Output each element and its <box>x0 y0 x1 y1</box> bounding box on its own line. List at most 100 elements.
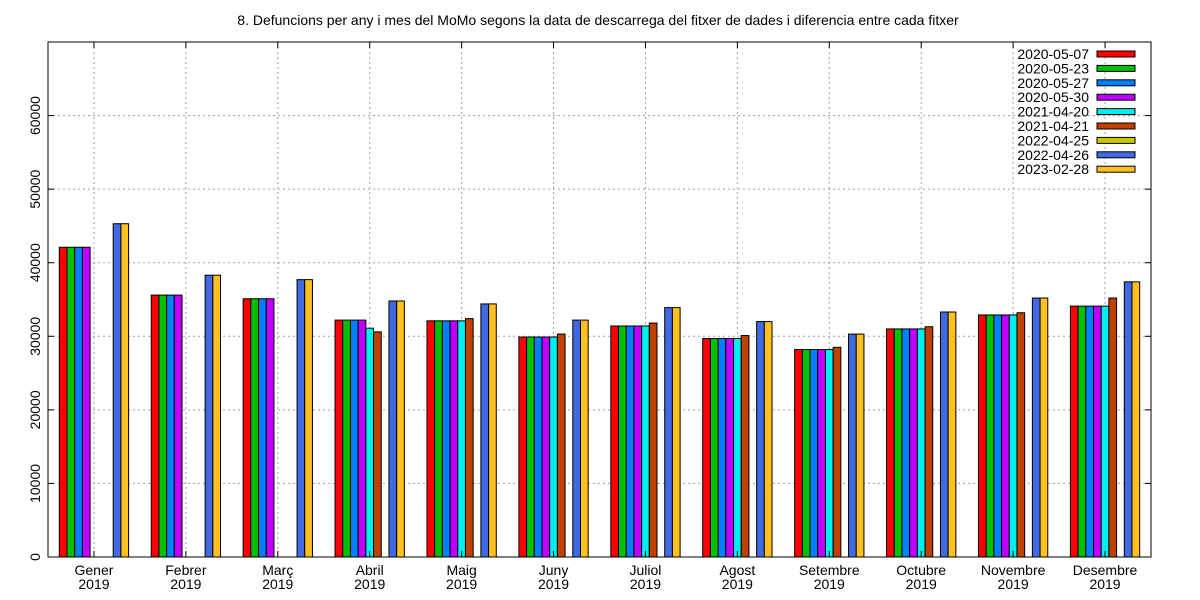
bar <box>939 311 949 558</box>
x-tick-label-year: 2019 <box>998 576 1029 592</box>
bar <box>120 223 130 558</box>
bar <box>373 331 382 558</box>
bar <box>733 337 742 558</box>
bar <box>66 246 76 558</box>
y-tick-label: 20000 <box>27 390 43 429</box>
x-tick-label: Març <box>262 562 293 578</box>
bar <box>1001 314 1010 558</box>
bar <box>1069 305 1079 558</box>
x-tick-label-year: 2019 <box>906 576 937 592</box>
bar <box>549 336 558 558</box>
bar <box>832 346 842 558</box>
plot-border <box>47 41 1152 558</box>
bar <box>572 319 581 558</box>
y-tick-label: 30000 <box>27 317 43 356</box>
legend-label: 2020-05-27 <box>1017 75 1089 91</box>
x-tick-label: Abril <box>356 562 384 578</box>
bar <box>533 336 543 558</box>
bars <box>58 223 1141 558</box>
x-tick-label: Setembre <box>799 562 860 578</box>
x-tick-label-year: 2019 <box>722 576 753 592</box>
bar <box>985 314 995 558</box>
bar <box>296 279 306 558</box>
bar <box>1016 312 1026 558</box>
bar <box>947 311 957 558</box>
bar <box>166 294 175 558</box>
legend-swatch <box>1096 50 1136 58</box>
bar <box>1085 305 1094 558</box>
bar <box>725 337 735 558</box>
bar <box>518 336 528 558</box>
bar <box>265 298 275 558</box>
legend-swatch <box>1096 64 1136 72</box>
bar <box>1008 314 1018 558</box>
bar <box>173 294 183 558</box>
bar <box>648 322 658 558</box>
bar <box>488 303 497 558</box>
bar <box>1108 297 1118 558</box>
bar <box>250 298 260 558</box>
bar <box>855 333 865 558</box>
x-tick-label-year: 2019 <box>78 576 109 592</box>
x-tick-label: Gener <box>74 562 113 578</box>
legend-label: 2020-05-07 <box>1017 46 1089 62</box>
legend-swatch <box>1096 151 1136 159</box>
bar <box>541 336 551 558</box>
y-tick-label: 0 <box>27 553 43 561</box>
x-tick-label-year: 2019 <box>538 576 569 592</box>
bar <box>357 319 367 558</box>
bar <box>610 325 620 558</box>
bar <box>702 337 711 558</box>
y-tick-label: 40000 <box>27 243 43 282</box>
x-tick-label: Desembre <box>1073 562 1138 578</box>
bar <box>258 298 267 558</box>
bar <box>1031 297 1041 558</box>
legend-swatch <box>1096 122 1136 130</box>
bar <box>817 349 826 558</box>
bar <box>886 328 895 558</box>
bar <box>717 337 727 558</box>
bar <box>334 319 344 558</box>
bar <box>671 307 681 558</box>
bar <box>242 298 252 558</box>
x-tick-label: Febrer <box>165 562 207 578</box>
legend-label: 2022-04-25 <box>1017 132 1089 148</box>
bar <box>993 314 1003 558</box>
bar <box>1123 281 1133 558</box>
bar <box>909 328 918 558</box>
bar <box>81 246 91 558</box>
bar <box>441 320 451 558</box>
bar <box>664 307 673 558</box>
bar <box>464 318 474 558</box>
bar <box>1092 305 1102 558</box>
bar <box>641 325 650 558</box>
bar <box>426 320 436 558</box>
x-tick-label-year: 2019 <box>814 576 845 592</box>
bar <box>893 328 903 558</box>
bar <box>434 320 443 558</box>
bar <box>204 274 214 558</box>
x-tick-label-year: 2019 <box>354 576 385 592</box>
bar <box>342 319 351 558</box>
legend-swatch <box>1096 93 1136 101</box>
y-tick-label: 10000 <box>27 464 43 503</box>
bar <box>801 349 811 558</box>
legend-label: 2021-04-21 <box>1017 118 1089 134</box>
legend-label: 2022-04-26 <box>1017 147 1089 163</box>
bar <box>763 321 773 558</box>
bar <box>449 320 459 558</box>
bar <box>916 328 926 558</box>
bar <box>74 246 83 558</box>
x-tick-label: Octubre <box>896 562 946 578</box>
bar <box>388 300 398 558</box>
legend-swatch <box>1096 165 1136 173</box>
legend-label: 2023-02-28 <box>1017 161 1089 177</box>
bar <box>526 336 535 558</box>
legend-swatch <box>1096 79 1136 87</box>
bar <box>1039 297 1049 558</box>
y-tick-label: 50000 <box>27 169 43 208</box>
x-tick-label: Juliol <box>630 562 662 578</box>
bar <box>556 333 566 558</box>
x-tick-label-year: 2019 <box>446 576 477 592</box>
x-tick-label: Novembre <box>981 562 1046 578</box>
